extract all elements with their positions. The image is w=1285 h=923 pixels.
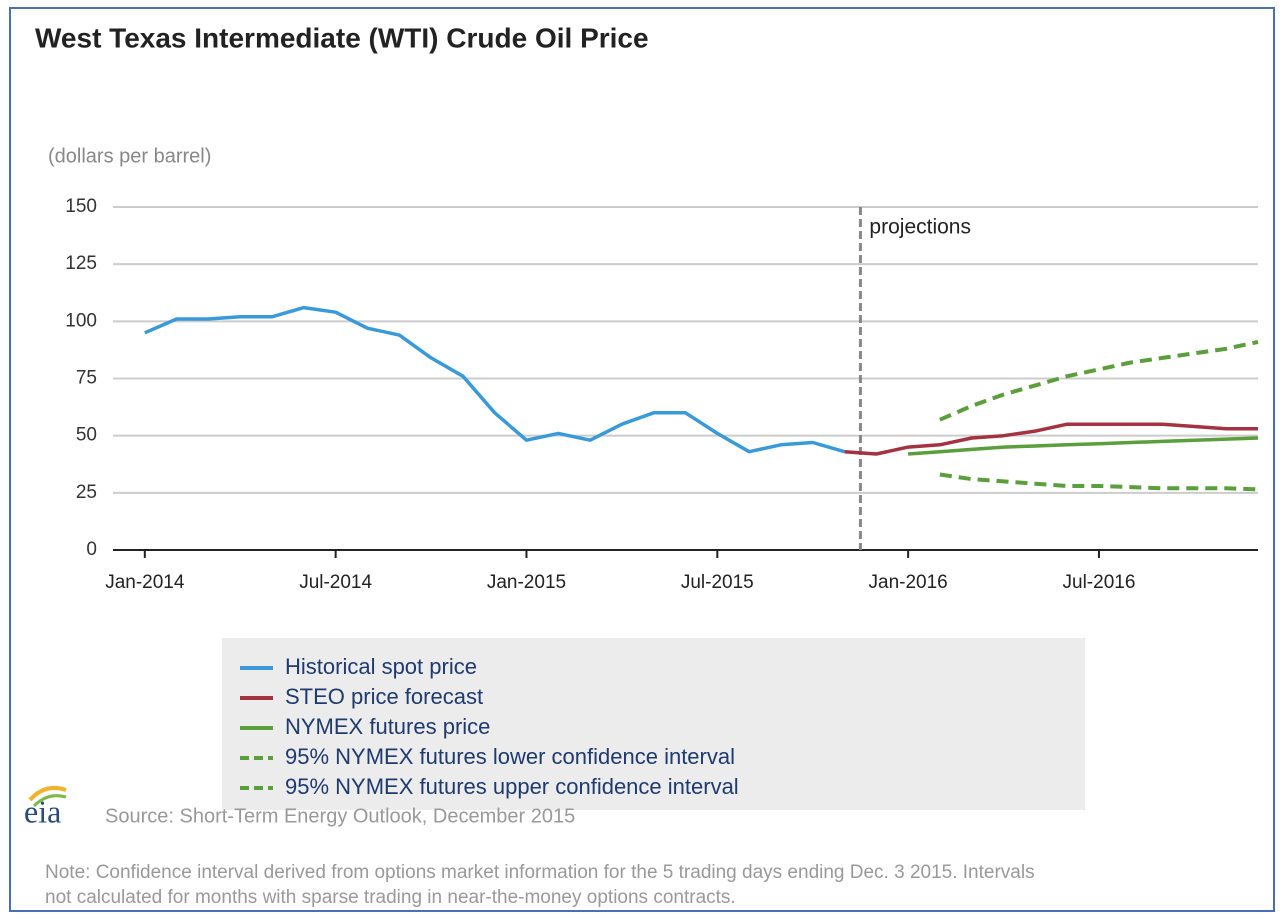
legend-label: Historical spot price (285, 654, 477, 679)
note: Note: Confidence interval derived from o… (45, 862, 1035, 883)
x-tick-label: Jul-2014 (299, 572, 372, 593)
y-axis-label: (dollars per barrel) (48, 145, 211, 167)
legend-label: STEO price forecast (285, 684, 483, 709)
x-tick-label: Jul-2015 (681, 572, 754, 593)
series-line (939, 339, 1259, 422)
x-tick-label: Jan-2016 (869, 572, 948, 593)
series-line (144, 305, 845, 454)
y-tick-label: 100 (65, 310, 97, 331)
annotation: projections (869, 216, 971, 239)
source: Source: Short-Term Energy Outlook, Decem… (105, 805, 575, 827)
legend-label: 95% NYMEX futures lower confidence inter… (285, 744, 735, 769)
note: not calculated for months with sparse tr… (45, 887, 736, 908)
legend-label: NYMEX futures price (285, 714, 490, 739)
y-tick-label: 150 (65, 196, 97, 217)
y-tick-label: 75 (76, 368, 97, 389)
series-line (939, 472, 1259, 492)
x-tick-label: Jan-2014 (105, 572, 185, 593)
series-line (907, 436, 1259, 456)
series-line (844, 422, 1258, 456)
legend-label: 95% NYMEX futures upper confidence inter… (285, 774, 739, 799)
logo-arc (28, 786, 67, 802)
y-tick-label: 25 (76, 482, 97, 503)
x-tick-label: Jul-2016 (1063, 572, 1136, 593)
x-tick-label: Jan-2015 (487, 572, 566, 593)
y-tick-label: 50 (76, 425, 97, 446)
legend-box (222, 638, 1085, 810)
chart-title: West Texas Intermediate (WTI) Crude Oil … (35, 22, 649, 53)
y-tick-label: 125 (65, 253, 97, 274)
logo-arc (32, 794, 67, 808)
y-tick-label: 0 (86, 539, 97, 560)
